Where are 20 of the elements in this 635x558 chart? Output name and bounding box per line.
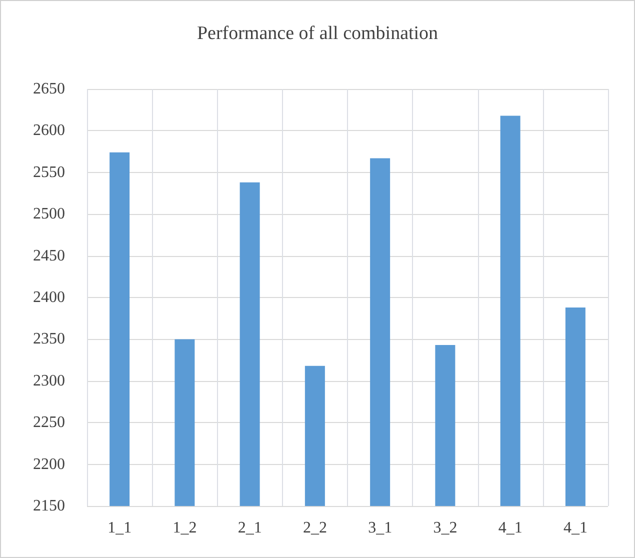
y-tick-label: 2300 (33, 372, 65, 390)
x-tick-label: 2_1 (238, 520, 262, 536)
y-tick-label: 2400 (33, 289, 65, 306)
y-tick-label: 2650 (33, 80, 65, 98)
x-tick-label: 4_1 (563, 520, 588, 536)
y-tick-label: 2250 (33, 414, 65, 432)
x-tick-label: 1_2 (172, 520, 197, 536)
y-tick-label: 2200 (33, 456, 65, 473)
y-tick-label: 2600 (33, 122, 65, 140)
y-tick-label: 2150 (33, 498, 65, 514)
y-tick-label: 2450 (33, 247, 65, 264)
chart-title: Performance of all combination (196, 23, 439, 44)
x-tick-label: 3_1 (368, 520, 392, 536)
x-tick-label: 1_1 (108, 520, 132, 536)
y-tick-label: 2500 (33, 206, 65, 223)
x-tick-label: 4_1 (498, 520, 522, 536)
x-tick-label: 3_2 (433, 520, 458, 536)
y-tick-label: 2350 (33, 330, 65, 348)
y-tick-label: 2550 (33, 164, 65, 181)
x-tick-label: 2_2 (302, 520, 327, 536)
